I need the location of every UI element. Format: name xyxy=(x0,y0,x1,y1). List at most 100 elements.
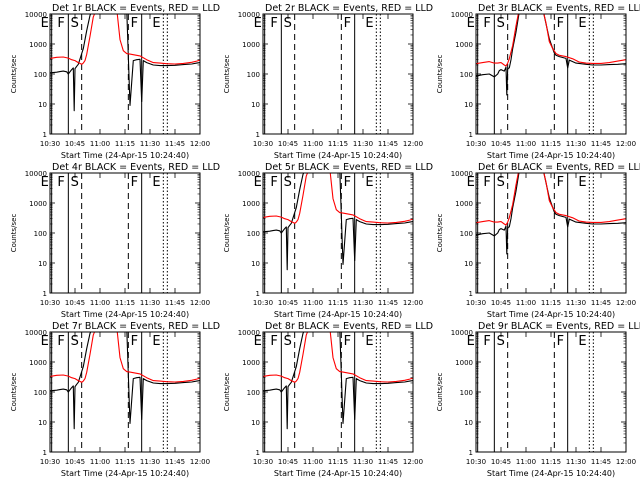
marker-label: S xyxy=(284,175,292,190)
y-axis-label: Counts/sec xyxy=(436,214,444,253)
panel-title: Det 8r BLACK = Events, RED = LLD xyxy=(265,321,433,332)
y-tick-label: 10000 xyxy=(25,170,47,178)
y-tick-label: 1 xyxy=(469,131,473,139)
panel-det-4: Det 4r BLACK = Events, RED = LLD Counts/s… xyxy=(10,162,220,319)
x-tick-label: 11:30 xyxy=(140,299,160,307)
marker-label: F xyxy=(557,16,564,31)
plot-area xyxy=(477,332,594,452)
x-tick-label: 12:00 xyxy=(190,140,210,148)
y-tick-label: 1000 xyxy=(455,359,473,367)
y-tick-label: 10 xyxy=(251,260,260,268)
panel-det-7: Det 7r BLACK = Events, RED = LLD Counts/s… xyxy=(10,321,220,478)
x-tick-label: 10:30 xyxy=(253,140,273,148)
marker-label: F xyxy=(557,175,564,190)
plot-area xyxy=(476,14,626,134)
marker-label: S xyxy=(497,16,505,31)
x-tick-label: 11:45 xyxy=(591,299,611,307)
y-tick-label: 100 xyxy=(34,389,47,397)
y-tick-label: 10000 xyxy=(451,170,473,178)
marker-label: S xyxy=(71,175,79,190)
x-tick-label: 10:45 xyxy=(65,299,85,307)
y-tick-label: 10000 xyxy=(25,329,47,337)
x-axis-label: Start Time (24-Apr-15 10:24:40) xyxy=(61,310,189,319)
series-events xyxy=(50,14,200,112)
y-tick-label: 10 xyxy=(464,260,473,268)
marker-label: F xyxy=(344,334,351,349)
marker-label: F xyxy=(557,334,564,349)
x-tick-label: 12:00 xyxy=(616,299,636,307)
plot-area xyxy=(476,173,626,293)
y-tick-label: 100 xyxy=(247,230,260,238)
marker-label: E xyxy=(578,334,586,349)
y-tick-label: 1000 xyxy=(29,359,47,367)
y-axis-label: Counts/sec xyxy=(223,55,231,94)
marker-label: E xyxy=(152,16,160,31)
x-axis-label: Start Time (24-Apr-15 10:24:40) xyxy=(274,469,402,478)
x-tick-label: 11:30 xyxy=(140,458,160,466)
x-tick-label: 10:45 xyxy=(278,140,298,148)
y-tick-label: 100 xyxy=(247,71,260,79)
panel-det-8: Det 8r BLACK = Events, RED = LLD Counts/s… xyxy=(223,321,433,478)
y-axis-label: Counts/sec xyxy=(10,55,18,94)
y-axis-label: Counts/sec xyxy=(10,214,18,253)
x-tick-label: 11:15 xyxy=(115,299,135,307)
plot-area xyxy=(51,173,168,293)
x-tick-label: 12:00 xyxy=(616,458,636,466)
marker-label: F xyxy=(270,16,277,31)
x-tick-label: 11:30 xyxy=(140,140,160,148)
marker-label: F xyxy=(57,175,64,190)
marker-label: E xyxy=(467,334,475,349)
plot-frame xyxy=(475,172,627,294)
marker-label: S xyxy=(71,334,79,349)
panel-title: Det 3r BLACK = Events, RED = LLD xyxy=(478,3,640,14)
marker-label: E xyxy=(254,175,262,190)
marker-label: E xyxy=(365,175,373,190)
x-tick-label: 11:30 xyxy=(353,458,373,466)
x-tick-label: 11:30 xyxy=(566,140,586,148)
marker-label: F xyxy=(344,175,351,190)
x-tick-label: 10:30 xyxy=(40,458,60,466)
marker-label: F xyxy=(270,175,277,190)
x-tick-label: 11:45 xyxy=(378,140,398,148)
y-axis-label: Counts/sec xyxy=(223,214,231,253)
marker-label: S xyxy=(284,334,292,349)
x-tick-label: 11:00 xyxy=(303,299,323,307)
marker-label: E xyxy=(578,16,586,31)
series-lld xyxy=(50,14,200,65)
y-tick-label: 1 xyxy=(43,290,47,298)
x-tick-label: 11:15 xyxy=(115,458,135,466)
series-lld xyxy=(263,332,413,383)
y-tick-label: 1000 xyxy=(455,200,473,208)
plot-area xyxy=(263,173,413,293)
x-tick-label: 12:00 xyxy=(403,458,423,466)
x-tick-label: 11:15 xyxy=(115,140,135,148)
marker-label: S xyxy=(284,16,292,31)
x-tick-label: 11:15 xyxy=(541,458,561,466)
plot-frame xyxy=(475,13,627,135)
marker-label: E xyxy=(467,175,475,190)
y-tick-label: 100 xyxy=(460,389,473,397)
marker-label: F xyxy=(483,334,490,349)
series-events xyxy=(476,173,626,255)
x-tick-label: 11:00 xyxy=(90,140,110,148)
series-lld xyxy=(50,332,200,383)
plot-frame xyxy=(475,331,627,453)
x-axis-label: Start Time (24-Apr-15 10:24:40) xyxy=(487,151,615,160)
series-lld xyxy=(263,173,413,224)
y-tick-label: 1 xyxy=(256,290,260,298)
panel-det-5: Det 5r BLACK = Events, RED = LLD Counts/s… xyxy=(223,162,433,319)
panel-det-3: Det 3r BLACK = Events, RED = LLD Counts/s… xyxy=(436,3,640,160)
x-tick-label: 11:00 xyxy=(303,458,323,466)
marker-label: F xyxy=(131,16,138,31)
x-tick-label: 11:45 xyxy=(591,140,611,148)
y-tick-label: 1000 xyxy=(455,41,473,49)
x-tick-label: 10:45 xyxy=(491,140,511,148)
x-tick-label: 10:30 xyxy=(466,458,486,466)
marker-label: E xyxy=(467,16,475,31)
y-tick-label: 100 xyxy=(460,71,473,79)
x-tick-label: 11:45 xyxy=(165,140,185,148)
x-tick-label: 11:15 xyxy=(328,299,348,307)
y-tick-label: 10000 xyxy=(238,170,260,178)
x-tick-label: 10:45 xyxy=(278,299,298,307)
